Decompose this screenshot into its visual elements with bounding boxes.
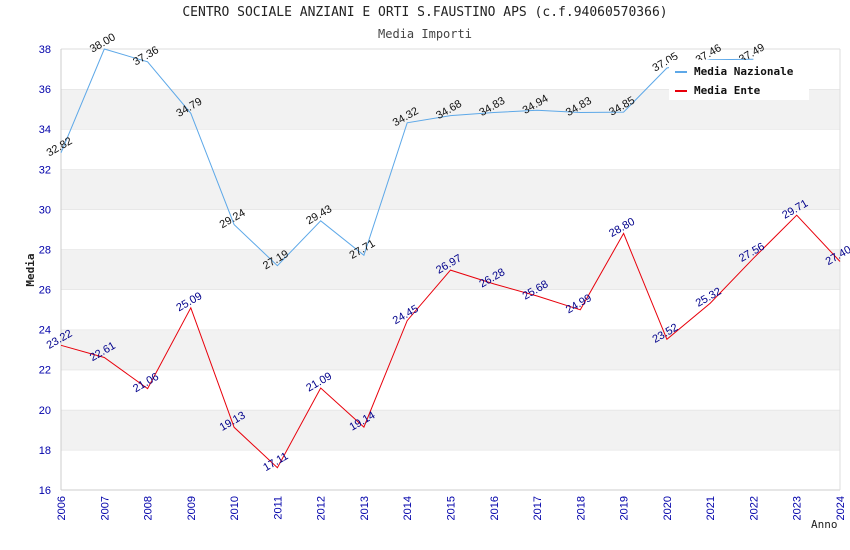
chart-title: CENTRO SOCIALE ANZIANI E ORTI S.FAUSTINO… (182, 5, 668, 20)
series-line-1 (60, 214, 841, 469)
grid-band (61, 369, 840, 410)
x-tick-label: 2023 (792, 496, 804, 520)
y-axis-label: Media (24, 253, 37, 286)
x-tick-label: 2011 (272, 496, 284, 520)
grid-bands (61, 48, 840, 490)
y-tick-label: 26 (39, 285, 51, 297)
grid-band (61, 169, 840, 210)
grid-band (61, 249, 840, 290)
x-tick-label: 2022 (748, 496, 760, 520)
x-tick-label: 2024 (835, 496, 847, 520)
x-tick-label: 2010 (229, 496, 241, 520)
series-line-0 (60, 48, 754, 267)
y-tick-label: 38 (39, 44, 51, 56)
x-axis-label: Anno (811, 518, 838, 531)
x-tick-label: 2007 (99, 496, 111, 520)
x-tick-label: 2020 (662, 496, 674, 520)
y-tick-labels: 16 18 20 22 24 26 28 30 32 34 36 38 (39, 44, 51, 497)
x-tick-labels: 2006 2007 2008 2009 2010 2011 2012 2013 2014 2015… (56, 496, 847, 520)
x-tick-label: 2009 (186, 496, 198, 520)
grid-band (61, 329, 840, 370)
x-tick-label: 2021 (705, 496, 717, 520)
legend-box (669, 60, 809, 100)
x-tick-label: 2019 (619, 496, 631, 520)
chart-subtitle: Media Importi (378, 27, 472, 41)
y-tick-label: 20 (39, 405, 51, 417)
grid-band (61, 449, 840, 490)
y-tick-label: 28 (39, 244, 51, 256)
x-tick-label: 2006 (56, 496, 68, 520)
y-tick-label: 30 (39, 204, 51, 216)
y-tick-label: 36 (39, 84, 51, 96)
grid-band (61, 289, 840, 330)
x-tick-label: 2018 (575, 496, 587, 520)
x-tick-label: 2015 (446, 496, 458, 520)
x-tick-label: 2012 (316, 496, 328, 520)
legend-label: Media Nazionale (694, 65, 794, 78)
x-tick-label: 2017 (532, 496, 544, 520)
y-tick-label: 18 (39, 445, 51, 457)
y-tick-label: 24 (39, 325, 51, 337)
x-tick-label: 2016 (489, 496, 501, 520)
grid-band (61, 209, 840, 250)
x-tick-label: 2008 (143, 496, 155, 520)
axes (60, 49, 841, 491)
x-tick-label: 2014 (402, 496, 414, 520)
legend-label: Media Ente (694, 84, 761, 97)
legend: Media Nazionale Media Ente (669, 60, 809, 100)
y-tick-label: 34 (39, 124, 51, 136)
y-tick-label: 16 (39, 485, 51, 497)
grid-band (61, 409, 840, 450)
y-tick-label: 32 (39, 164, 51, 176)
grid-band (61, 129, 840, 170)
x-tick-label: 2013 (359, 496, 371, 520)
y-tick-label: 22 (39, 365, 51, 377)
series-lines (60, 48, 841, 469)
